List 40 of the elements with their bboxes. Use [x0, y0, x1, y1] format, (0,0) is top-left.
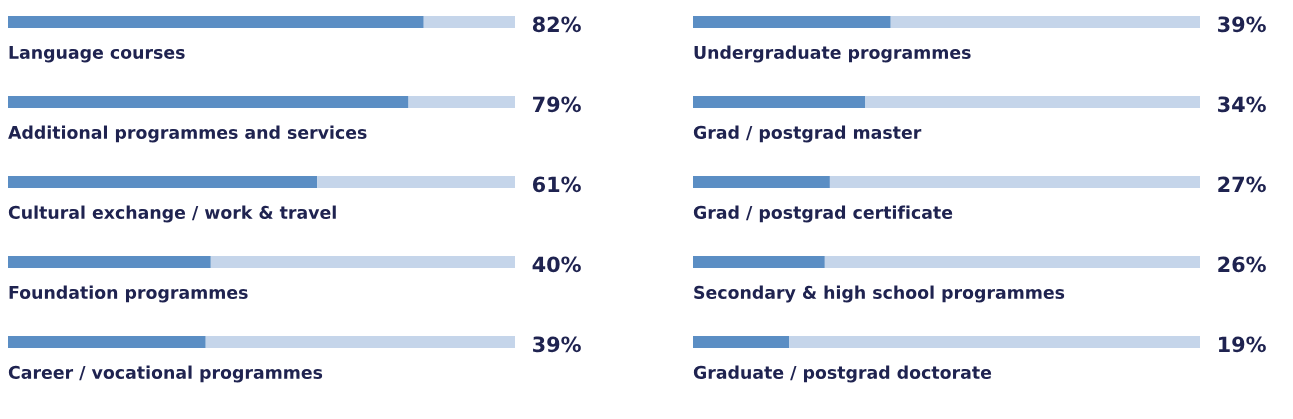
data-label: 40% — [532, 256, 581, 273]
bar — [8, 256, 211, 268]
bar — [205, 336, 515, 348]
y-tick-label: Graduate / postgrad doctorate — [693, 365, 992, 383]
y-tick-label: Undergraduate programmes — [694, 45, 971, 63]
data-label: 34% — [1218, 96, 1266, 113]
bar — [865, 96, 1200, 108]
y-tick-label: Grad / postgrad master — [693, 125, 922, 143]
bar — [789, 336, 1200, 348]
data-label: 39% — [1218, 16, 1266, 33]
y-tick-label: Foundation programmes — [9, 285, 248, 303]
bar — [693, 176, 830, 188]
bar — [890, 16, 1200, 28]
bar — [829, 176, 1200, 188]
data-label: 61% — [532, 176, 581, 193]
bar — [693, 16, 891, 28]
data-label: 79% — [533, 96, 581, 113]
bar — [693, 96, 866, 108]
bar — [824, 256, 1200, 268]
y-tick-label: Grad / postgrad certificate — [693, 205, 953, 223]
bar — [408, 96, 515, 108]
bar — [693, 256, 825, 268]
bar — [317, 176, 515, 188]
bar — [210, 256, 515, 268]
bar — [8, 336, 206, 348]
bar — [8, 96, 409, 108]
bar — [693, 336, 790, 348]
bar — [8, 16, 424, 28]
data-label: 26% — [1218, 256, 1266, 273]
y-tick-label: Career / vocational programmes — [8, 365, 323, 383]
data-label: 82% — [532, 16, 581, 33]
bar — [423, 16, 515, 28]
data-label: 19% — [1219, 336, 1266, 353]
bar — [8, 176, 318, 188]
data-label: 39% — [533, 336, 581, 353]
y-tick-label: Cultural exchange / work & travel — [8, 205, 336, 223]
y-tick-label: Additional programmes and services — [8, 125, 367, 143]
data-label: 27% — [1218, 176, 1266, 193]
y-tick-label: Language courses — [9, 46, 185, 63]
y-tick-label: Secondary & high school programmes — [694, 285, 1065, 303]
